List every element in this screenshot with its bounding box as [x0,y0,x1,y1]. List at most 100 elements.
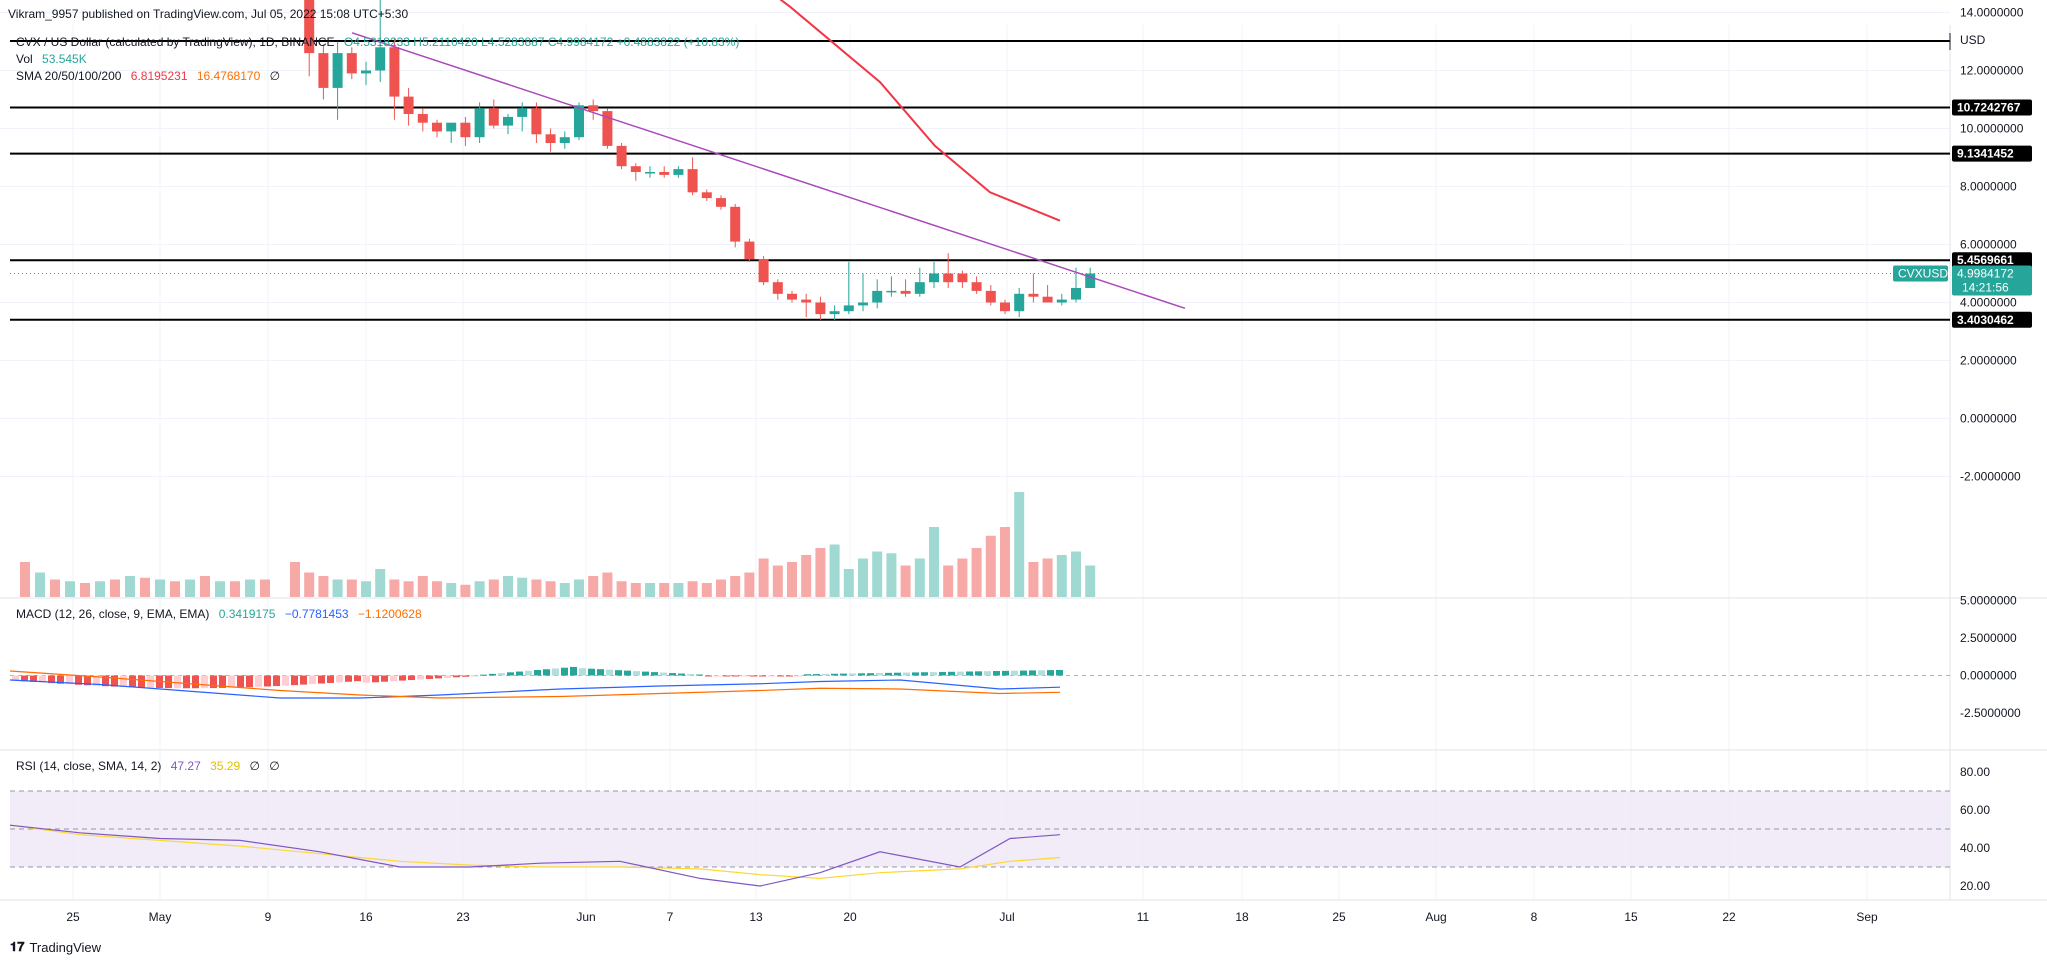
macd-hist-bar [885,672,892,676]
macd-hist-bar [534,670,541,676]
candle-body [375,47,386,71]
volume-bar [50,579,60,597]
candle-body [673,169,684,175]
volume-bar [332,579,343,597]
macd-hist-bar [381,675,388,682]
candle [588,99,599,120]
candle [659,166,670,178]
macd-hist-bar [957,671,964,676]
volume-bar [659,583,670,597]
macd-hist-bar [318,675,325,684]
macd-hist-bar [408,675,415,681]
volume-bar [914,558,925,597]
candle [914,267,925,297]
macd-hist-bar [48,675,55,684]
volume-bar [829,544,840,597]
time-tick-label: 15 [1624,910,1638,924]
volume-bar [155,579,165,597]
macd-hist-bar [597,669,604,676]
volume-bar [843,569,854,597]
macd-hist-bar [390,675,397,682]
vol-value: 53.545K [42,52,87,66]
macd-hist-bar [921,672,928,676]
candle [545,128,556,152]
macd-hist-bar [552,668,559,676]
candle [1071,267,1081,303]
macd-hist-bar [750,675,757,677]
volume-bar [417,576,428,597]
macd-hist-bar [894,672,901,676]
macd-hist-bar [75,675,82,685]
volume-bar [230,581,240,597]
tv-brand-text: TradingView [29,940,102,955]
countdown-label: 14:21:56 [1962,281,2009,295]
volume-bar [290,562,300,597]
volume-bar [446,583,457,597]
macd-hist-bar [426,675,433,679]
tradingview-logo[interactable]: 𝟏𝟕 TradingView [10,940,101,955]
macd-hist-bar [12,675,19,681]
macd-legend[interactable]: MACD (12, 26, close, 9, EMA, EMA) 0.3419… [16,607,428,621]
macd-hist-bar [471,675,478,677]
macd-hist-bar [111,675,118,687]
level-tag [1952,311,2032,328]
candle-body [843,305,854,312]
price-tick-label: 4.0000000 [1960,296,2017,310]
macd-hist-bar [327,675,334,683]
time-tick-label: May [149,910,172,924]
candle-body [403,96,414,114]
macd-hist-bar [561,667,568,676]
trendline [351,32,1186,310]
price-tick-label: 0.0000000 [1960,412,2017,426]
sma-legend[interactable]: SMA 20/50/100/200 6.8195231 16.4768170 ∅ [16,69,286,83]
candle [1056,293,1067,306]
volume-bar [645,583,655,597]
volume-bar [375,569,386,597]
macd-hist-bar [1020,670,1027,676]
candle [531,102,542,143]
candle [872,279,883,309]
candle-body [758,259,769,283]
macd-hist-bar [372,675,379,683]
volume-bar [1071,551,1081,597]
volume-bar [957,558,968,597]
candle [886,276,897,297]
volume-bar [215,581,225,597]
candle [488,99,499,129]
candle [375,0,386,83]
volume-legend[interactable]: Vol 53.545K [16,52,93,66]
candle-body [914,282,925,294]
level-tag [1952,252,2032,269]
volume-bar [772,565,783,597]
macd-hist-bar [660,672,667,676]
candle-body [943,273,954,283]
candle [701,189,712,201]
candle-body [787,293,797,300]
time-tick-label: 25 [1332,910,1346,924]
volume-bar [985,535,996,597]
last-price-tag [1952,265,2032,296]
volume-bar [80,583,90,597]
volume-bar [474,581,485,597]
macd-hist-bar [849,673,856,676]
volume-bar [630,583,641,597]
symbol-line[interactable]: CVX / US Dollar (calculated by TradingVi… [16,35,745,49]
macd-hist-bar [516,671,523,676]
candle-body [900,290,911,294]
rsi-legend[interactable]: RSI (14, close, SMA, 14, 2) 47.27 35.29 … [16,759,286,773]
candle [730,203,741,248]
candle [517,102,528,132]
volume-bar [971,548,982,597]
macd-hist-bar [210,675,217,689]
candle [843,261,854,315]
candle [1000,299,1010,315]
macd-line [9,679,1061,699]
vol-label: Vol [16,52,33,66]
candle-body [872,290,883,303]
volume-bar [304,572,315,597]
candle-body [446,122,457,132]
macd-tick-label: 0.0000000 [1960,669,2017,683]
macd-hist-bar [120,675,127,687]
macd-hist-bar [201,675,208,689]
